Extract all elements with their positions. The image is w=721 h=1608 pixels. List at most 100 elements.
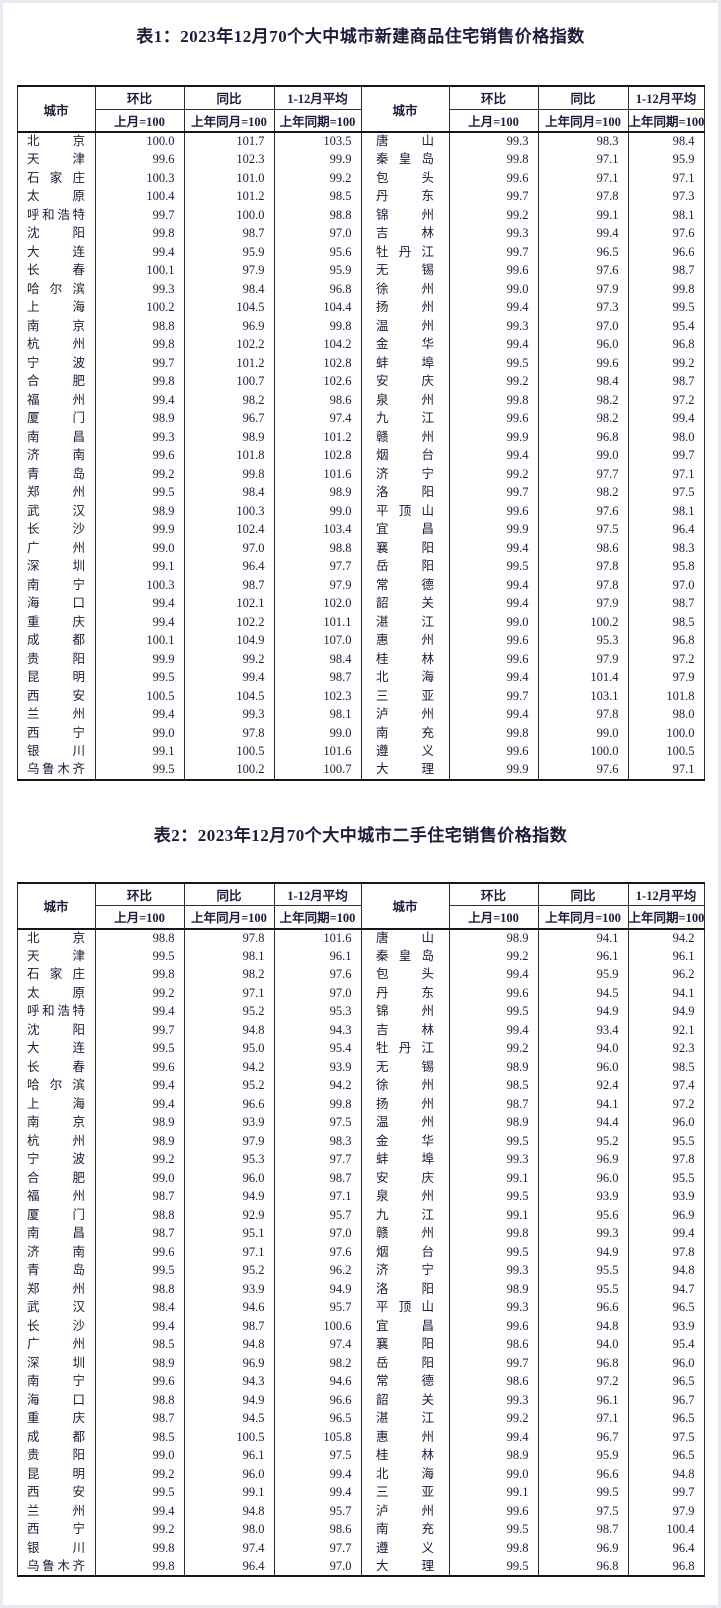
table-row: 合肥 99.8 100.7 102.6 安庆 99.2 98.4 98.7: [16, 372, 705, 391]
city-name: 安庆: [376, 374, 434, 389]
index-value-cell: 99.5: [94, 668, 185, 687]
index-value-cell: 94.8: [183, 1502, 275, 1521]
index-value-cell: 100.1: [94, 261, 185, 280]
city-cell: 长沙: [16, 520, 96, 539]
index-value-cell: 99.7: [94, 206, 185, 225]
index-value-cell: 94.2: [627, 928, 705, 947]
index-value-cell: 99.8: [94, 224, 185, 243]
city-cell: 重庆: [16, 1409, 96, 1428]
index-value-cell: 98.2: [537, 483, 629, 502]
city-cell: 温州: [360, 1113, 450, 1132]
table-row: 贵阳 99.0 96.1 97.5 桂林 98.9 95.9 96.5: [16, 1446, 705, 1465]
city-name: 平顶山: [376, 503, 434, 518]
index-value-cell: 99.4: [448, 668, 539, 687]
index-value-cell: 102.3: [273, 687, 362, 706]
city-cell: 常德: [360, 1372, 450, 1391]
index-value-cell: 96.8: [627, 1557, 705, 1576]
city-name: 大理: [376, 762, 434, 777]
index-value-cell: 95.6: [273, 243, 362, 262]
city-cell: 丹东: [360, 187, 450, 206]
table-row: 沈阳 99.7 94.8 94.3 吉林 99.4 93.4 92.1: [16, 1021, 705, 1040]
index-value-cell: 99.2: [94, 984, 185, 1003]
index-value-cell: 96.4: [627, 1539, 705, 1558]
index-value-cell: 97.7: [537, 465, 629, 484]
city-name: 湛江: [376, 1411, 434, 1426]
city-name: 西宁: [27, 725, 85, 740]
index-value-cell: 100.2: [537, 613, 629, 632]
index-value-cell: 95.9: [183, 243, 275, 262]
table-row: 乌鲁木齐 99.8 96.4 97.0 大理 99.5 96.8 96.8: [16, 1557, 705, 1576]
table-row: 上海 100.2 104.5 104.4 扬州 99.4 97.3 99.5: [16, 298, 705, 317]
city-name: 烟台: [376, 448, 434, 463]
city-name: 青岛: [27, 466, 85, 481]
index-value-cell: 100.7: [183, 372, 275, 391]
table-row: 长春 99.6 94.2 93.9 无锡 98.9 96.0 98.5: [16, 1058, 705, 1077]
city-cell: 哈尔滨: [16, 280, 96, 299]
city-cell: 乌鲁木齐: [16, 761, 96, 780]
city-cell: 赣州: [360, 428, 450, 447]
index-value-cell: 94.8: [183, 1021, 275, 1040]
table-row: 海口 99.4 102.1 102.0 韶关 99.4 97.9 98.7: [16, 594, 705, 613]
index-value-cell: 97.9: [627, 668, 705, 687]
col-subheader-avg-base: 上年同期=100: [273, 108, 362, 132]
city-name: 合肥: [27, 1170, 85, 1185]
col-header-avg: 1-12月平均: [627, 86, 705, 109]
col-subheader-avg-base: 上年同期=100: [273, 905, 362, 929]
index-value-cell: 98.8: [94, 1391, 185, 1410]
index-value-cell: 98.2: [273, 1354, 362, 1373]
table1-header: 城市 环比 同比 1-12月平均 城市 环比 同比 1-12月平均 上月=100…: [16, 86, 705, 132]
index-value-cell: 97.4: [183, 1539, 275, 1558]
city-name: 唐山: [376, 134, 434, 149]
index-value-cell: 100.5: [94, 687, 185, 706]
city-name: 岳阳: [376, 1355, 434, 1370]
index-value-cell: 97.2: [627, 1095, 705, 1114]
index-value-cell: 101.1: [273, 613, 362, 632]
index-value-cell: 100.0: [94, 132, 185, 151]
city-cell: 北海: [360, 668, 450, 687]
index-value-cell: 99.2: [94, 1150, 185, 1169]
index-value-cell: 94.9: [537, 1243, 629, 1262]
col-subheader-mom-base: 上月=100: [94, 905, 185, 929]
city-cell: 济南: [16, 1243, 96, 1262]
index-value-cell: 94.6: [273, 1372, 362, 1391]
index-value-cell: 96.6: [273, 1391, 362, 1410]
table-row: 沈阳 99.8 98.7 97.0 吉林 99.3 99.4 97.6: [16, 224, 705, 243]
city-name: 北海: [376, 670, 434, 685]
index-value-cell: 99.8: [627, 280, 705, 299]
index-value-cell: 99.6: [537, 354, 629, 373]
table-row: 兰州 99.4 94.8 95.7 泸州 99.6 97.5 97.9: [16, 1502, 705, 1521]
index-value-cell: 99.5: [448, 557, 539, 576]
index-value-cell: 98.0: [627, 428, 705, 447]
table-row: 青岛 99.2 99.8 101.6 济宁 99.2 97.7 97.1: [16, 465, 705, 484]
index-value-cell: 99.5: [94, 1483, 185, 1502]
index-value-cell: 98.7: [537, 1520, 629, 1539]
city-name: 银川: [27, 1540, 85, 1555]
city-cell: 青岛: [16, 1261, 96, 1280]
index-value-cell: 98.5: [627, 1058, 705, 1077]
index-value-cell: 97.6: [537, 261, 629, 280]
index-value-cell: 99.4: [627, 409, 705, 428]
index-value-cell: 97.9: [537, 650, 629, 669]
index-value-cell: 99.4: [448, 446, 539, 465]
col-header-mom: 环比: [94, 882, 185, 906]
index-value-cell: 99.8: [448, 1539, 539, 1558]
city-cell: 太原: [16, 187, 96, 206]
index-value-cell: 97.3: [537, 298, 629, 317]
city-name: 金华: [376, 337, 434, 352]
index-value-cell: 96.9: [537, 1150, 629, 1169]
index-value-cell: 94.8: [537, 1317, 629, 1336]
index-value-cell: 99.3: [448, 224, 539, 243]
table-row: 上海 99.4 96.6 99.8 扬州 98.7 94.1 97.2: [16, 1095, 705, 1114]
index-value-cell: 98.0: [627, 705, 705, 724]
index-value-cell: 97.8: [627, 1243, 705, 1262]
city-name: 沈阳: [27, 1022, 85, 1037]
city-name: 桂林: [376, 651, 434, 666]
city-cell: 深圳: [16, 557, 96, 576]
index-value-cell: 99.6: [448, 409, 539, 428]
city-name: 哈尔滨: [27, 281, 85, 296]
index-value-cell: 100.7: [273, 761, 362, 780]
city-cell: 牡丹江: [360, 1039, 450, 1058]
index-value-cell: 97.8: [627, 1150, 705, 1169]
index-value-cell: 97.2: [627, 391, 705, 410]
city-name: 长春: [27, 263, 85, 278]
